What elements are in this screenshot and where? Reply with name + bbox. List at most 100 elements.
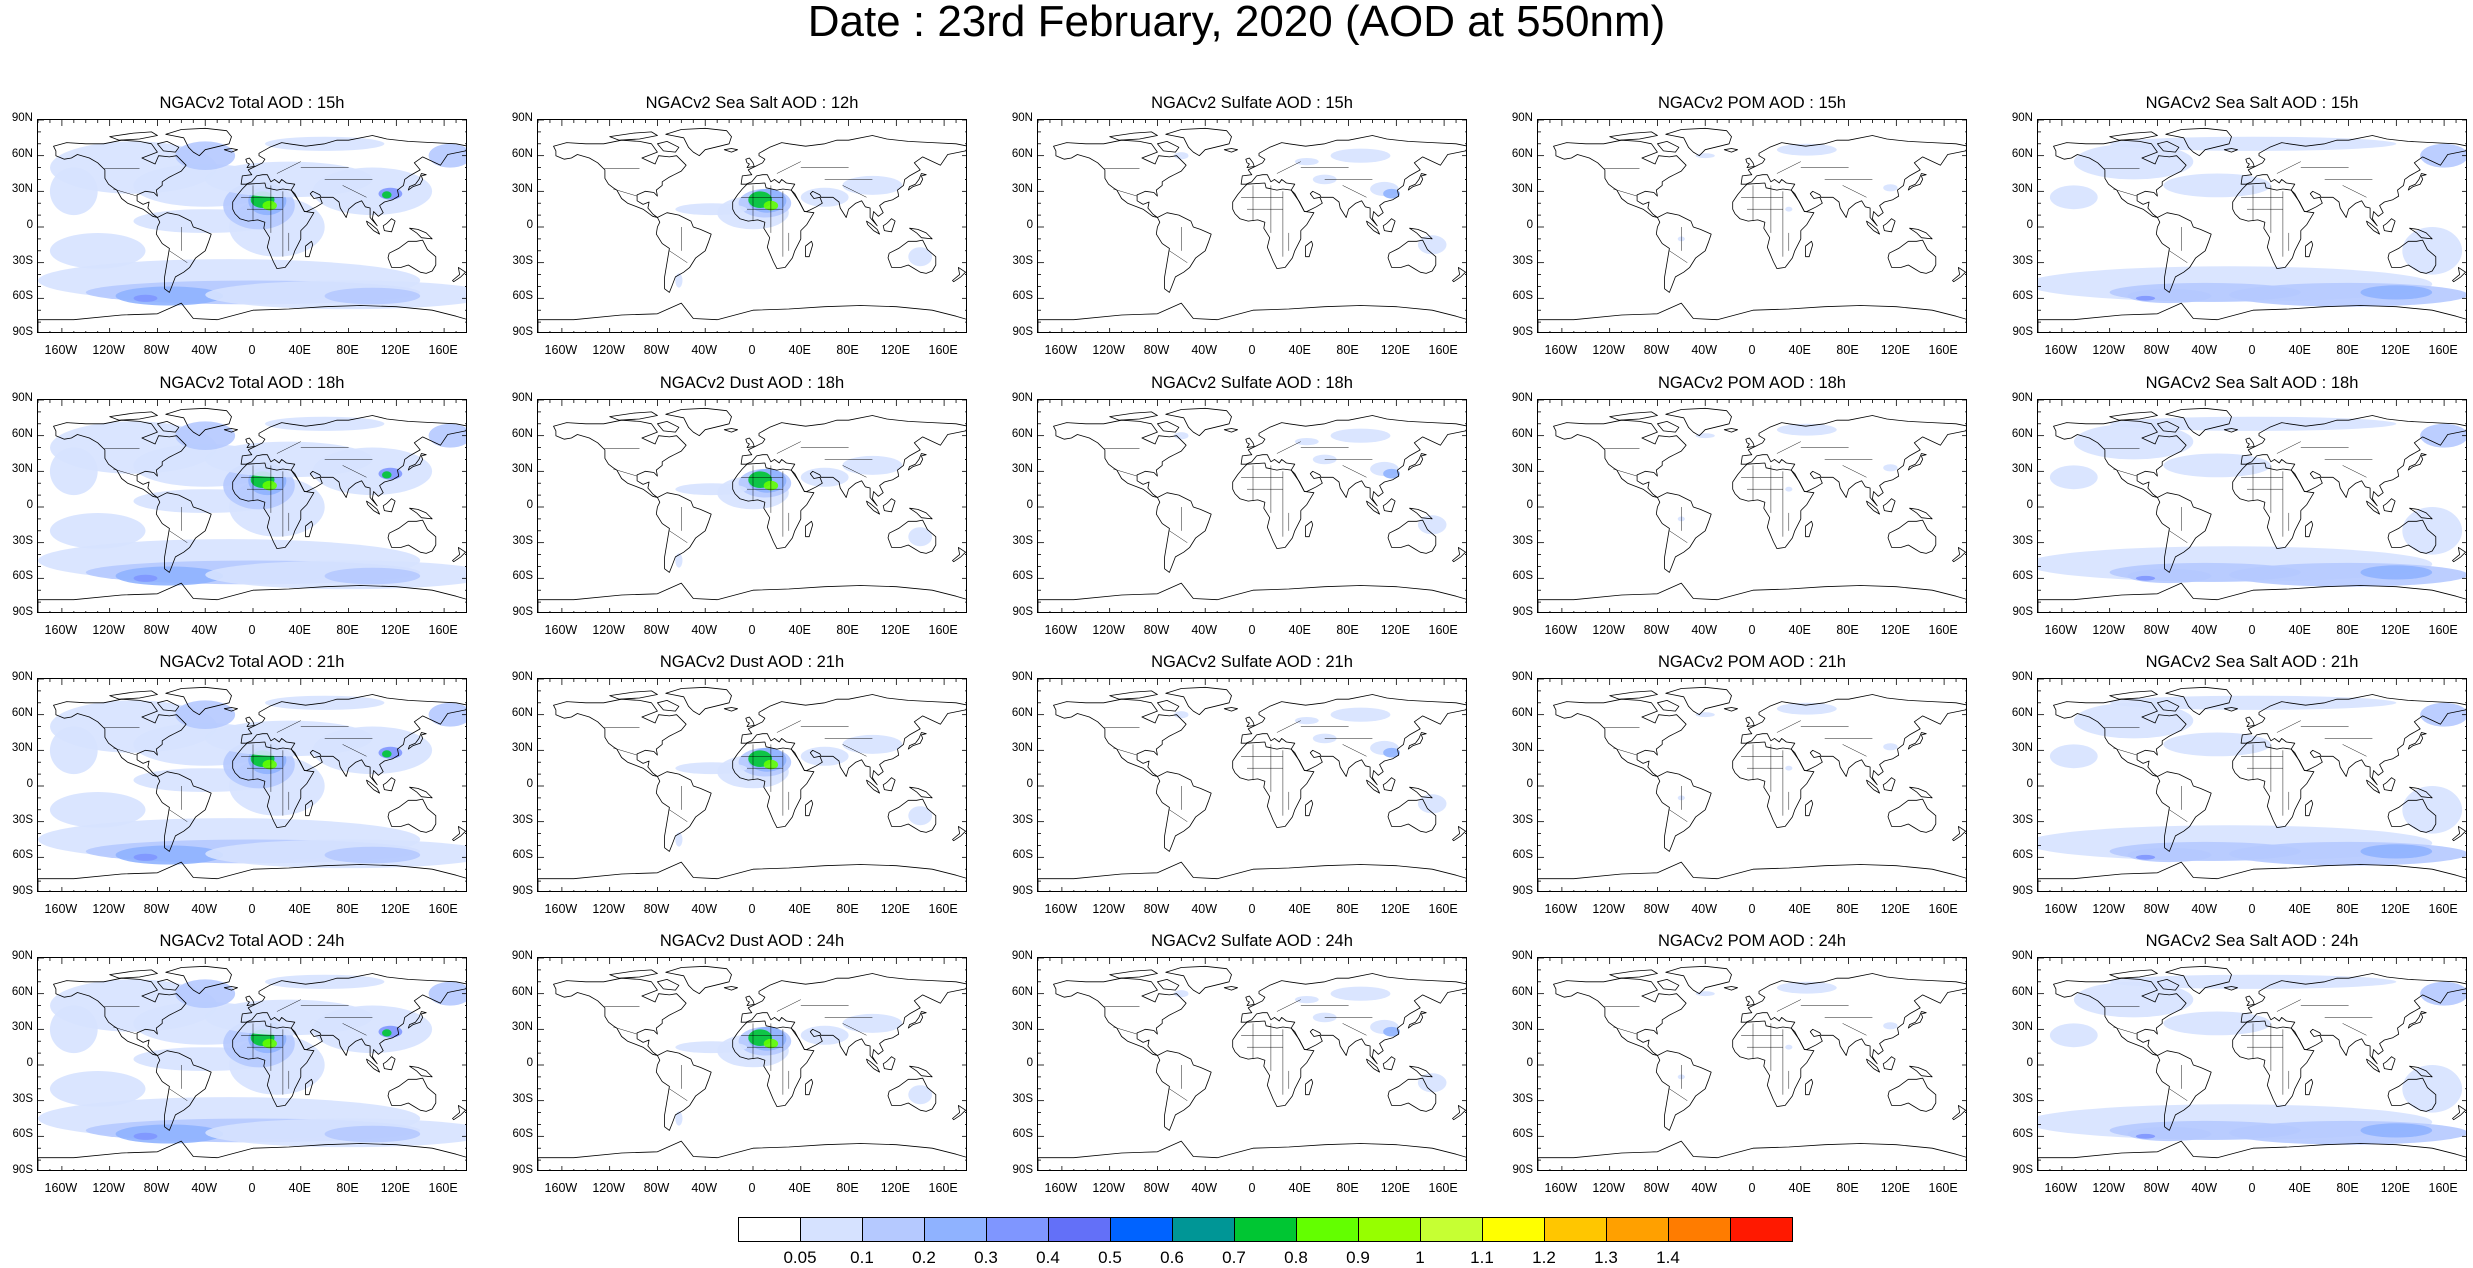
country-border bbox=[1669, 809, 1688, 822]
map-canvas bbox=[538, 958, 966, 1170]
coastline-southAmerica bbox=[1655, 492, 1712, 573]
lat-tick-label: 30S bbox=[1512, 1092, 1533, 1105]
world-map bbox=[537, 678, 967, 892]
lat-tick-label: 60N bbox=[2011, 706, 2033, 719]
lon-tick-label: 160W bbox=[544, 623, 578, 637]
lat-tick-label: 90S bbox=[1012, 1164, 1033, 1176]
coastline-madagascar bbox=[805, 799, 814, 817]
coastline-borneo bbox=[1382, 498, 1396, 513]
lon-tick-label: 80W bbox=[2143, 1181, 2170, 1195]
coastline-baffin bbox=[657, 699, 680, 712]
coastline-newGuinea bbox=[2409, 1065, 2433, 1078]
coastline-africa bbox=[1732, 741, 1815, 829]
lon-tick-label: 160E bbox=[928, 343, 958, 357]
aod-region bbox=[1312, 733, 1337, 744]
lon-tick-label: 40E bbox=[288, 902, 311, 916]
country-border bbox=[2113, 468, 2138, 477]
coastline-australia bbox=[1387, 239, 1437, 274]
lat-tick-label: 30N bbox=[1011, 463, 1033, 476]
lat-tick-label: 60S bbox=[1012, 290, 1033, 303]
coastline-borneo bbox=[2382, 777, 2396, 792]
aod-region bbox=[675, 553, 683, 568]
lat-tick-label: 60S bbox=[2012, 849, 2033, 862]
lon-tick-label: 160E bbox=[428, 1181, 458, 1195]
aod-region bbox=[2127, 1126, 2212, 1142]
lat-tick-label: 0 bbox=[2026, 778, 2033, 790]
country-border bbox=[1613, 1026, 1638, 1035]
panel-title: NGACv2 Sulfate AOD : 21h bbox=[1151, 653, 1353, 671]
coastline-eurasia bbox=[240, 135, 466, 227]
country-border bbox=[1842, 185, 1867, 198]
lon-tick-label: 120E bbox=[1880, 1181, 1910, 1195]
coastline-eurasia bbox=[1740, 694, 1966, 786]
aod-region bbox=[1383, 1026, 1400, 1037]
panel-title: NGACv2 Sea Salt AOD : 21h bbox=[2145, 653, 2359, 671]
lon-tick-label: 40W bbox=[691, 1181, 718, 1195]
coastline-africa bbox=[1732, 1020, 1815, 1108]
coastline-madagascar bbox=[2305, 240, 2314, 258]
coastline-baffin bbox=[1657, 978, 1680, 991]
country-border bbox=[113, 468, 138, 477]
lon-tick-label: 0 bbox=[248, 1181, 256, 1195]
lon-tick-label: 120E bbox=[880, 902, 910, 916]
coastline-sumatra bbox=[1366, 1058, 1381, 1073]
country-border bbox=[669, 1088, 688, 1101]
world-map bbox=[2037, 678, 2467, 892]
aod-region bbox=[1330, 986, 1391, 1001]
aod-region bbox=[2135, 1133, 2156, 1139]
lat-tick-label: 30S bbox=[512, 1092, 533, 1105]
country-border bbox=[669, 809, 688, 822]
lon-tick-label: 80E bbox=[2336, 1181, 2359, 1195]
coastline-madagascar bbox=[1805, 240, 1814, 258]
lon-tick-label: 160W bbox=[544, 343, 578, 357]
coastline-madagascar bbox=[305, 520, 314, 538]
coastline-baffin bbox=[157, 978, 180, 991]
lon-tick-label: 160W bbox=[44, 902, 78, 916]
aod-region bbox=[1312, 1012, 1337, 1023]
lon-tick-label: 80E bbox=[336, 902, 359, 916]
coastline-northAmerica bbox=[2053, 698, 2187, 777]
lon-tick-label: 40E bbox=[788, 623, 811, 637]
lat-tick-label: 30S bbox=[512, 813, 533, 826]
lat-tick-label: 60S bbox=[512, 1128, 533, 1141]
coastline-southAmerica bbox=[155, 771, 212, 852]
map-canvas bbox=[2038, 958, 2466, 1170]
aod-region bbox=[2360, 1123, 2433, 1138]
colorbar-label: 1.4 bbox=[1656, 1248, 1680, 1267]
coastline-newZealand bbox=[2452, 825, 2466, 842]
lat-tick-label: 30N bbox=[1011, 1021, 1033, 1034]
lat-tick-label: 30S bbox=[1012, 254, 1033, 267]
country-border bbox=[1169, 250, 1188, 263]
coastline-northAmerica bbox=[53, 139, 187, 218]
coastline-africa bbox=[732, 1020, 815, 1108]
coastline-baffin bbox=[2157, 978, 2180, 991]
coastline-africa bbox=[232, 1020, 315, 1108]
aod-region bbox=[1776, 423, 1837, 436]
coastline-greenland bbox=[1665, 965, 1732, 995]
aod-region bbox=[908, 527, 933, 547]
coastline-africa bbox=[732, 462, 815, 550]
coastline-japan bbox=[407, 1011, 427, 1029]
lat-tick-label: 90N bbox=[511, 671, 533, 683]
coastline-japan bbox=[407, 732, 427, 750]
coastline-baffin bbox=[657, 420, 680, 433]
lon-tick-label: 80W bbox=[143, 623, 170, 637]
lat-tick-label: 60N bbox=[1011, 706, 1033, 719]
lon-tick-label: 40E bbox=[1288, 623, 1311, 637]
aod-region bbox=[2109, 416, 2397, 431]
lon-tick-label: 160E bbox=[1428, 623, 1458, 637]
colorbar-swatch bbox=[1048, 1217, 1111, 1242]
aod-region bbox=[428, 423, 466, 448]
coastline-iceland bbox=[1723, 986, 1738, 991]
coastline-britain bbox=[2245, 716, 2255, 727]
coastline-newGuinea bbox=[1409, 227, 1433, 240]
coastline-madagascar bbox=[2305, 1078, 2314, 1096]
country-border bbox=[613, 468, 638, 477]
lon-tick-label: 80E bbox=[1336, 1181, 1359, 1195]
coastline-australia bbox=[1387, 1077, 1437, 1112]
coastline-australia bbox=[1887, 519, 1937, 554]
lat-tick-label: 60N bbox=[1511, 985, 1533, 998]
lon-tick-label: 160W bbox=[44, 343, 78, 357]
lat-tick-label: 30S bbox=[1512, 534, 1533, 547]
coastline-antarctica bbox=[1038, 302, 1466, 332]
